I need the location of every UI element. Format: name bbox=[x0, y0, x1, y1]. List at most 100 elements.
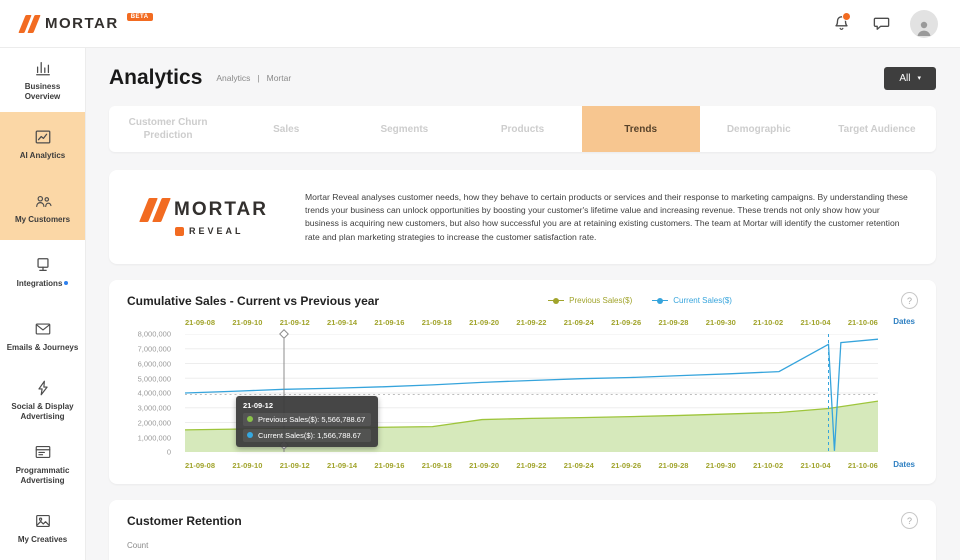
mail-icon bbox=[35, 322, 50, 335]
mortar-reveal-logo-icon bbox=[139, 198, 171, 223]
series-dot-icon bbox=[246, 416, 253, 423]
bolt-icon bbox=[37, 380, 48, 395]
bar-chart-icon bbox=[35, 61, 50, 75]
brand-name: MORTAR bbox=[45, 15, 119, 32]
sidebar-item-label: My Customers bbox=[14, 214, 71, 224]
x-tick-label: 21-09-20 bbox=[469, 318, 500, 328]
sidebar-item-my-customers[interactable]: My Customers bbox=[0, 176, 85, 240]
tab-trends[interactable]: Trends bbox=[581, 106, 700, 152]
analytics-tabs: Customer Churn Prediction Sales Segments… bbox=[109, 106, 936, 152]
x-tick-label: 21-09-10 bbox=[232, 461, 263, 471]
x-tick-label: 21-09-26 bbox=[611, 461, 642, 471]
tab-sales[interactable]: Sales bbox=[273, 123, 300, 135]
sidebar-item-label: AI Analytics bbox=[19, 150, 66, 160]
notifications-button[interactable] bbox=[830, 11, 852, 35]
reveal-brand-name: MORTAR bbox=[174, 199, 268, 221]
help-icon[interactable]: ? bbox=[901, 512, 918, 530]
topbar-actions bbox=[830, 9, 938, 38]
x-tick-label: 21-09-28 bbox=[658, 461, 689, 471]
chart-header: Cumulative Sales - Current vs Previous y… bbox=[127, 292, 918, 310]
y-tick-label: 8,000,000 bbox=[137, 329, 171, 339]
tab-target-audience[interactable]: Target Audience bbox=[838, 123, 916, 135]
breadcrumb-separator: | bbox=[257, 73, 260, 83]
y-tick-label: 6,000,000 bbox=[137, 359, 171, 369]
reveal-badge-icon bbox=[175, 226, 184, 236]
sidebar-item-integrations[interactable]: Integrations bbox=[0, 240, 85, 304]
breadcrumb-parent[interactable]: Analytics bbox=[216, 73, 251, 83]
x-tick-label: 21-09-12 bbox=[279, 318, 310, 328]
x-axis-top-labels: Dates 21-09-08 21-09-10 21-09-12 21-09-14 21… bbox=[185, 317, 915, 328]
chat-icon bbox=[873, 17, 889, 30]
x-tick-label: 21-09-10 bbox=[232, 318, 263, 328]
help-icon[interactable]: ? bbox=[901, 292, 918, 310]
messages-button[interactable] bbox=[870, 13, 892, 35]
x-tick-label: 21-09-24 bbox=[563, 318, 594, 328]
x-tick-label: 21-09-30 bbox=[705, 461, 736, 471]
chart-legend: Previous Sales($) Current Sales($) bbox=[548, 296, 732, 305]
sidebar-item-label: Emails & Journeys bbox=[6, 342, 79, 352]
notification-dot bbox=[842, 11, 851, 21]
topbar: MORTAR BETA bbox=[0, 0, 960, 48]
legend-marker-icon bbox=[652, 297, 669, 304]
main-content: Analytics Analytics | Mortar All ▾ Custo… bbox=[85, 48, 960, 560]
y-tick-label: 1,000,000 bbox=[137, 433, 171, 443]
sidebar-item-social-display-advertising[interactable]: Social & Display Advertising bbox=[0, 368, 85, 432]
user-avatar[interactable] bbox=[910, 9, 938, 38]
breadcrumb-current: Mortar bbox=[266, 73, 292, 83]
y-tick-label: 7,000,000 bbox=[137, 344, 171, 354]
page-header: Analytics Analytics | Mortar All ▾ bbox=[109, 66, 936, 90]
x-tick-label: 21-09-14 bbox=[327, 461, 358, 471]
tooltip-row-current: Current Sales($): 1,566,788.67 bbox=[242, 428, 371, 442]
x-tick-label: 21-09-28 bbox=[658, 318, 689, 328]
x-tick-label: 21-09-16 bbox=[374, 318, 405, 328]
legend-current-sales[interactable]: Current Sales($) bbox=[652, 296, 732, 305]
x-tick-label: 21-09-30 bbox=[705, 318, 736, 328]
y-tick-label: 5,000,000 bbox=[137, 374, 171, 384]
x-tick-label: 21-10-02 bbox=[753, 461, 784, 471]
browser-ad-icon bbox=[35, 445, 50, 458]
bell-icon bbox=[834, 16, 848, 30]
tab-products[interactable]: Products bbox=[500, 123, 545, 135]
chart-title: Cumulative Sales - Current vs Previous y… bbox=[127, 293, 380, 308]
tab-customer-churn-prediction[interactable]: Customer Churn Prediction bbox=[128, 117, 208, 141]
tab-demographic[interactable]: Demographic bbox=[726, 123, 791, 135]
tooltip-row-previous: Previous Sales($): 5,566,788.67 bbox=[242, 412, 371, 426]
sidebar-item-label: My Creatives bbox=[17, 534, 68, 544]
x-tick-label: 21-09-08 bbox=[185, 318, 216, 328]
sidebar-item-ai-analytics[interactable]: AI Analytics bbox=[0, 112, 85, 176]
integration-status-dot bbox=[64, 281, 69, 286]
legend-marker-icon bbox=[548, 297, 565, 304]
sidebar-item-my-creatives[interactable]: My Creatives bbox=[0, 496, 85, 560]
sidebar-item-label: Social & Display Advertising bbox=[11, 401, 74, 421]
legend-previous-sales[interactable]: Previous Sales($) bbox=[548, 296, 632, 305]
y-axis-labels: 8,000,000 7,000,000 6,000,000 5,000,000 4,00… bbox=[127, 330, 177, 457]
tooltip-date: 21-09-12 bbox=[242, 400, 274, 410]
x-tick-label: 21-09-14 bbox=[327, 318, 358, 328]
filter-dropdown[interactable]: All ▾ bbox=[884, 66, 936, 90]
mortar-reveal-logo: MORTAR REVEAL bbox=[131, 198, 281, 236]
cumulative-sales-card: Cumulative Sales - Current vs Previous y… bbox=[109, 280, 936, 485]
image-icon bbox=[35, 514, 50, 527]
y-tick-label: 4,000,000 bbox=[137, 388, 171, 398]
sidebar: Business Overview AI Analytics My Custom… bbox=[0, 48, 86, 560]
sidebar-item-label: Integrations bbox=[17, 279, 69, 289]
customer-retention-card: Customer Retention ? Count bbox=[109, 500, 936, 560]
mortar-logo[interactable]: MORTAR BETA bbox=[18, 12, 153, 33]
x-axis-bottom-labels: Dates 21-09-08 21-09-10 21-09-12 21-09-14 21… bbox=[185, 460, 915, 471]
users-icon bbox=[35, 195, 52, 207]
y-tick-label: 0 bbox=[166, 447, 171, 457]
x-tick-label: 21-10-02 bbox=[753, 318, 784, 328]
retention-y-axis-label: Count bbox=[127, 541, 149, 551]
sales-chart-plot[interactable]: 8,000,000 7,000,000 6,000,000 5,000,000 4,00… bbox=[138, 329, 878, 457]
tab-segments[interactable]: Segments bbox=[380, 123, 429, 135]
chevron-down-icon: ▾ bbox=[917, 75, 921, 82]
line-chart-icon bbox=[35, 130, 50, 143]
sidebar-item-emails-journeys[interactable]: Emails & Journeys bbox=[0, 304, 85, 368]
y-tick-label: 3,000,000 bbox=[137, 403, 171, 413]
x-tick-label: 21-09-16 bbox=[374, 461, 405, 471]
sidebar-item-programmatic-advertising[interactable]: Programmatic Advertising bbox=[0, 432, 85, 496]
chart-tooltip: 21-09-12 Previous Sales($): 5,566,788.67… bbox=[235, 395, 378, 447]
x-axis-title-bottom: Dates bbox=[893, 460, 915, 470]
x-tick-label: 21-09-24 bbox=[563, 461, 594, 471]
sidebar-item-business-overview[interactable]: Business Overview bbox=[0, 48, 85, 112]
